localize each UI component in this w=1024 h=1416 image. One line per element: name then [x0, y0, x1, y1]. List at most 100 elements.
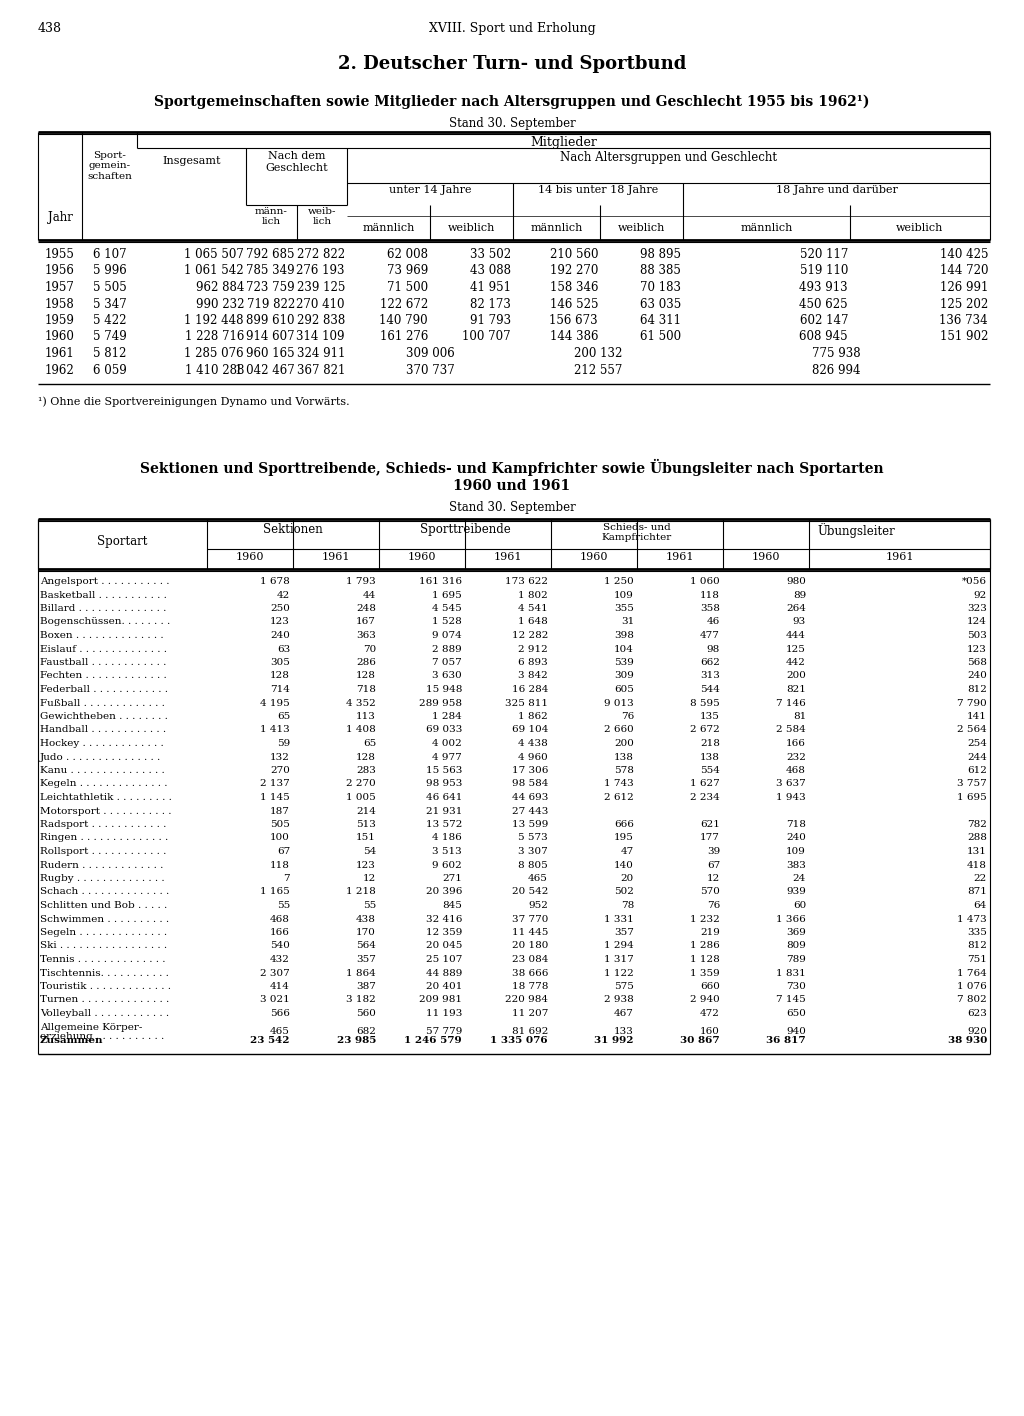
Text: 292 838: 292 838: [297, 314, 345, 327]
Text: 32 416: 32 416: [426, 915, 462, 923]
Text: 418: 418: [967, 861, 987, 869]
Text: 270: 270: [270, 766, 290, 775]
Text: 682: 682: [356, 1027, 376, 1037]
Text: 67: 67: [276, 847, 290, 857]
Text: 63: 63: [276, 644, 290, 654]
Text: 209 981: 209 981: [419, 995, 462, 1004]
Text: 5 749: 5 749: [92, 330, 126, 344]
Text: 33 502: 33 502: [470, 248, 511, 261]
Text: 355: 355: [614, 605, 634, 613]
Text: 1961: 1961: [494, 552, 522, 562]
Text: 650: 650: [786, 1010, 806, 1018]
Text: Sektionen: Sektionen: [263, 523, 323, 537]
Text: 46 641: 46 641: [426, 793, 462, 801]
Text: 568: 568: [967, 658, 987, 667]
Text: 63 035: 63 035: [640, 297, 681, 310]
Text: Rollsport . . . . . . . . . . . .: Rollsport . . . . . . . . . . . .: [40, 847, 166, 857]
Text: 468: 468: [786, 766, 806, 775]
Text: 1960 und 1961: 1960 und 1961: [454, 479, 570, 493]
Text: 1 294: 1 294: [604, 942, 634, 950]
Text: 821: 821: [786, 685, 806, 694]
Text: Radsport . . . . . . . . . . . .: Radsport . . . . . . . . . . . .: [40, 820, 166, 828]
Text: 1 218: 1 218: [346, 888, 376, 896]
Text: 3 021: 3 021: [260, 995, 290, 1004]
Text: 990 232: 990 232: [196, 297, 244, 310]
Text: 939: 939: [786, 888, 806, 896]
Text: 5 996: 5 996: [92, 265, 126, 278]
Text: 442: 442: [786, 658, 806, 667]
Text: 1 678: 1 678: [260, 576, 290, 586]
Text: Insgesamt: Insgesamt: [162, 156, 221, 166]
Text: 113: 113: [356, 712, 376, 721]
Text: 2. Deutscher Turn- und Sportbund: 2. Deutscher Turn- und Sportbund: [338, 55, 686, 74]
Text: 2 270: 2 270: [346, 779, 376, 789]
Text: 170: 170: [356, 927, 376, 937]
Text: Stand 30. September: Stand 30. September: [449, 501, 575, 514]
Text: 502: 502: [614, 888, 634, 896]
Text: Übungsleiter: Übungsleiter: [817, 523, 895, 538]
Text: 12: 12: [362, 874, 376, 884]
Text: 65: 65: [276, 712, 290, 721]
Text: 71 500: 71 500: [387, 280, 428, 295]
Text: 612: 612: [967, 766, 987, 775]
Text: 23 084: 23 084: [512, 954, 548, 964]
Text: 138: 138: [614, 752, 634, 762]
Text: 123: 123: [356, 861, 376, 869]
Text: 286: 286: [356, 658, 376, 667]
Text: 31: 31: [621, 617, 634, 626]
Text: 122 672: 122 672: [380, 297, 428, 310]
Text: 1 743: 1 743: [604, 779, 634, 789]
Text: 1 228 716: 1 228 716: [184, 330, 244, 344]
Text: 161 276: 161 276: [380, 330, 428, 344]
Text: weib-
lich: weib- lich: [308, 207, 336, 227]
Text: 25 107: 25 107: [426, 954, 462, 964]
Text: 1 862: 1 862: [518, 712, 548, 721]
Text: Schieds- und
Kampfrichter: Schieds- und Kampfrichter: [602, 523, 672, 542]
Text: 1 335 076: 1 335 076: [490, 1037, 548, 1045]
Text: 730: 730: [786, 983, 806, 991]
Text: Sportart: Sportart: [97, 535, 147, 548]
Text: 1 410 288: 1 410 288: [184, 364, 244, 377]
Text: 109: 109: [786, 847, 806, 857]
Text: 219: 219: [700, 927, 720, 937]
Text: 141: 141: [967, 712, 987, 721]
Text: 7 145: 7 145: [776, 995, 806, 1004]
Text: 714: 714: [270, 685, 290, 694]
Text: Eislauf . . . . . . . . . . . . . .: Eislauf . . . . . . . . . . . . . .: [40, 644, 167, 654]
Text: 1960: 1960: [236, 552, 264, 562]
Text: 438: 438: [38, 23, 62, 35]
Text: 135: 135: [700, 712, 720, 721]
Text: 166: 166: [270, 927, 290, 937]
Text: 144 386: 144 386: [550, 330, 598, 344]
Text: 220 984: 220 984: [505, 995, 548, 1004]
Text: 20 180: 20 180: [512, 942, 548, 950]
Text: 283: 283: [356, 766, 376, 775]
Text: 41 951: 41 951: [470, 280, 511, 295]
Text: 1 366: 1 366: [776, 915, 806, 923]
Text: 2 940: 2 940: [690, 995, 720, 1004]
Text: 78: 78: [621, 901, 634, 910]
Text: 1959: 1959: [45, 314, 75, 327]
Text: 1 005: 1 005: [346, 793, 376, 801]
Text: 244: 244: [967, 752, 987, 762]
Text: 519 110: 519 110: [800, 265, 848, 278]
Text: 602 147: 602 147: [800, 314, 848, 327]
Text: 1 695: 1 695: [957, 793, 987, 801]
Text: 20 045: 20 045: [426, 942, 462, 950]
Text: 76: 76: [621, 712, 634, 721]
Text: 151: 151: [356, 834, 376, 843]
Text: 1961: 1961: [666, 552, 694, 562]
Text: 270 410: 270 410: [297, 297, 345, 310]
Text: 323: 323: [967, 605, 987, 613]
Text: 465: 465: [270, 1027, 290, 1037]
Text: 27 443: 27 443: [512, 807, 548, 816]
Text: Faustball . . . . . . . . . . . .: Faustball . . . . . . . . . . . .: [40, 658, 166, 667]
Text: 140: 140: [614, 861, 634, 869]
Text: 240: 240: [967, 671, 987, 681]
Text: 1 359: 1 359: [690, 969, 720, 977]
Text: 1 165: 1 165: [260, 888, 290, 896]
Text: 98: 98: [707, 644, 720, 654]
Text: 845: 845: [442, 901, 462, 910]
Text: 3 182: 3 182: [346, 995, 376, 1004]
Text: 124: 124: [967, 617, 987, 626]
